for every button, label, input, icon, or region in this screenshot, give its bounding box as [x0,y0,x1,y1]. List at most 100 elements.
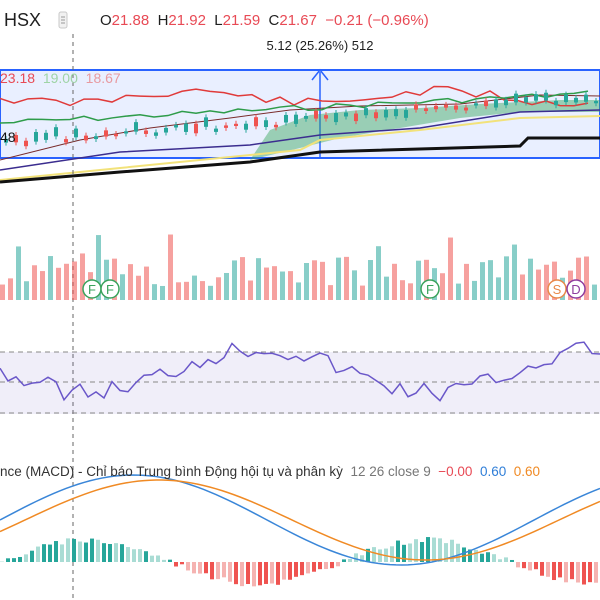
volume-bar [184,281,189,300]
baseline [0,115,600,181]
candle-body [384,109,388,118]
volume-bar [104,259,109,300]
candle-body [94,136,98,140]
marker-label: F [88,282,96,297]
candle-body [474,103,478,106]
volume-bar [208,285,213,300]
volume-bar [256,258,261,300]
measure-label: 5.12 (25.26%) 512 [250,36,390,56]
volume-bar [400,280,405,300]
macd-hist-bar [198,562,202,574]
macd-hist-bar [546,562,550,577]
candle-body [234,123,238,127]
indicator-value: 48 [0,129,16,145]
candle-body [34,132,38,142]
marker-f-icon[interactable]: F [82,279,102,299]
macd-hist-bar [426,537,430,562]
volume-bar [192,275,197,300]
ohlc-value: 21.88 [111,12,150,29]
candle-body [584,94,588,102]
volume-bar [336,257,341,300]
macd-hist-bar [120,544,124,562]
candle-body [264,120,268,128]
macd-hist-bar [378,549,382,562]
volume-bar [232,260,237,300]
macd-hist-bar [132,549,136,562]
volume-bar [592,284,597,300]
volume-bar [312,260,317,300]
macd-hist-bar [174,562,178,567]
macd-hist-bar [510,559,514,562]
candle-body [274,124,278,128]
candle-body [534,94,538,101]
ohlc-value: 21.92 [168,12,206,29]
volume-bar [416,260,421,300]
volume-bar [136,275,141,300]
candle-body [554,100,558,106]
macd-hist-bar [300,562,304,576]
drag-handle-icon[interactable] [58,10,68,30]
marker-d-icon[interactable]: D [566,279,586,299]
candle-body [294,114,298,124]
candle-body [214,128,218,132]
candle-body [154,132,158,136]
signal-line [0,479,600,561]
macd-hist-bar [582,562,586,585]
candle-body [314,110,318,119]
macd-hist-bar [108,544,112,562]
volume-bar [48,256,53,300]
volume-bar [112,258,117,300]
marker-f-icon[interactable]: F [420,279,440,299]
candle-body [364,108,368,116]
candle-body [44,132,48,140]
volume-bar [200,281,205,300]
volume-bar [448,237,453,300]
volume-bar [56,267,61,300]
candle-body [304,115,308,119]
macd-hist-bar [498,559,502,562]
candle-body [434,105,438,110]
marker-s-icon[interactable]: S [547,279,567,299]
volume-bar [16,246,21,300]
macd-legend: nce (MACD) - Chỉ báo Trung bình Động hội… [0,464,540,479]
measure-box [0,69,600,159]
volume-bar [240,257,245,300]
marker-f-icon[interactable]: F [100,279,120,299]
macd-hist-bar [534,562,538,570]
candle-body [54,127,58,137]
ohlc-key: C [268,12,280,29]
symbol-label[interactable]: HSX [4,10,42,30]
volume-bar [456,283,461,300]
macd-title[interactable]: nce (MACD) - Chỉ báo Trung bình Động hội… [0,464,343,479]
volume-bar [304,263,309,300]
macd-hist-bar [492,554,496,562]
macd-hist-bar [480,553,484,562]
macd-hist-bar [84,542,88,562]
marker-label: F [106,282,114,297]
macd-hist-bar [60,544,64,562]
candle-body [504,99,508,106]
change-percent: (−0.96%) [367,12,429,29]
volume-bar [320,261,325,300]
volume-bar [480,262,485,300]
candle-body [164,127,168,133]
marker-circle [100,279,120,299]
macd-hist-bar [168,559,172,562]
measure-arrow-icon [311,68,329,81]
volume-bar [376,246,381,300]
volume-bar [368,260,373,300]
volume-bar [176,282,181,300]
macd-hist-bar [222,562,226,578]
macd-signal-value: 0.60 [513,464,541,479]
volume-bar [24,281,29,300]
candle-body [574,97,578,103]
volume-bar [344,256,349,300]
volume-bar [496,277,501,300]
macd-hist-bar [330,562,334,569]
volume-bar [384,276,389,300]
volume-bar [488,260,493,300]
macd-hist-bar [216,562,220,580]
macd-hist-bar [156,555,160,562]
candle-body [124,131,128,134]
